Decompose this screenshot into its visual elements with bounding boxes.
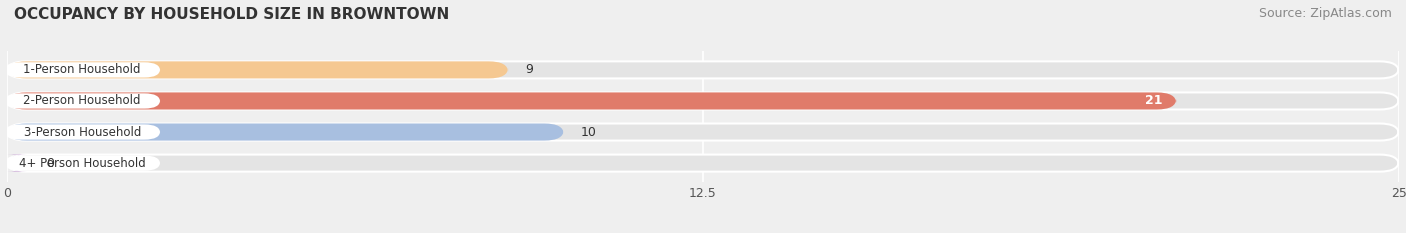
FancyBboxPatch shape	[7, 61, 508, 79]
Text: Source: ZipAtlas.com: Source: ZipAtlas.com	[1258, 7, 1392, 20]
Text: 4+ Person Household: 4+ Person Household	[18, 157, 146, 170]
Text: 0: 0	[46, 157, 53, 170]
FancyBboxPatch shape	[7, 123, 564, 140]
Text: 10: 10	[581, 126, 596, 139]
Text: 21: 21	[1144, 94, 1163, 107]
FancyBboxPatch shape	[7, 93, 1177, 110]
FancyBboxPatch shape	[7, 93, 1399, 110]
Text: 1-Person Household: 1-Person Household	[24, 63, 141, 76]
FancyBboxPatch shape	[4, 93, 160, 109]
FancyBboxPatch shape	[4, 155, 160, 171]
Text: 9: 9	[524, 63, 533, 76]
FancyBboxPatch shape	[7, 154, 1399, 172]
Text: OCCUPANCY BY HOUSEHOLD SIZE IN BROWNTOWN: OCCUPANCY BY HOUSEHOLD SIZE IN BROWNTOWN	[14, 7, 450, 22]
Text: 2-Person Household: 2-Person Household	[24, 94, 141, 107]
FancyBboxPatch shape	[7, 123, 1399, 140]
FancyBboxPatch shape	[7, 154, 27, 172]
FancyBboxPatch shape	[4, 124, 160, 140]
Text: 3-Person Household: 3-Person Household	[24, 126, 141, 139]
FancyBboxPatch shape	[7, 61, 1399, 79]
FancyBboxPatch shape	[4, 62, 160, 78]
